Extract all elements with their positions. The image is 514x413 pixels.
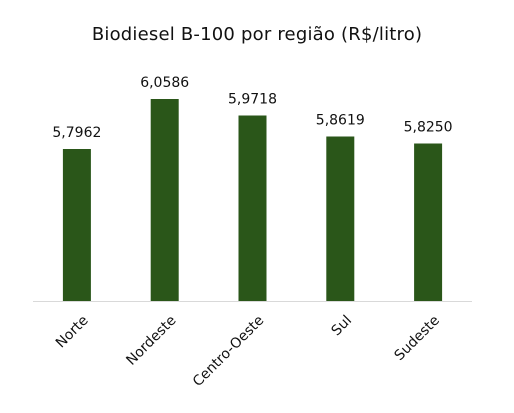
x-tick-label-norte: Norte	[53, 313, 92, 352]
bar-centro-oeste	[238, 115, 267, 301]
bar-norte	[62, 149, 91, 301]
x-tick-label-sul: Sul	[329, 313, 356, 340]
bar-sul	[326, 136, 355, 301]
data-label-norte: 5,7962	[52, 125, 101, 141]
data-label-sul: 5,8619	[316, 113, 365, 129]
x-tick-label-centro-oeste: Centro-Oeste	[190, 313, 267, 390]
chart-title: Biodiesel B-100 por região (R$/litro)	[91, 24, 423, 45]
data-label-sudeste: 5,8250	[404, 120, 453, 136]
x-tick-label-sudeste: Sudeste	[392, 313, 443, 364]
data-label-nordeste: 6,0586	[140, 75, 189, 91]
bar-nordeste	[150, 99, 179, 301]
bar-sudeste	[414, 143, 443, 301]
x-tick-label-nordeste: Nordeste	[123, 313, 179, 369]
data-label-centro-oeste: 5,9718	[228, 92, 277, 108]
